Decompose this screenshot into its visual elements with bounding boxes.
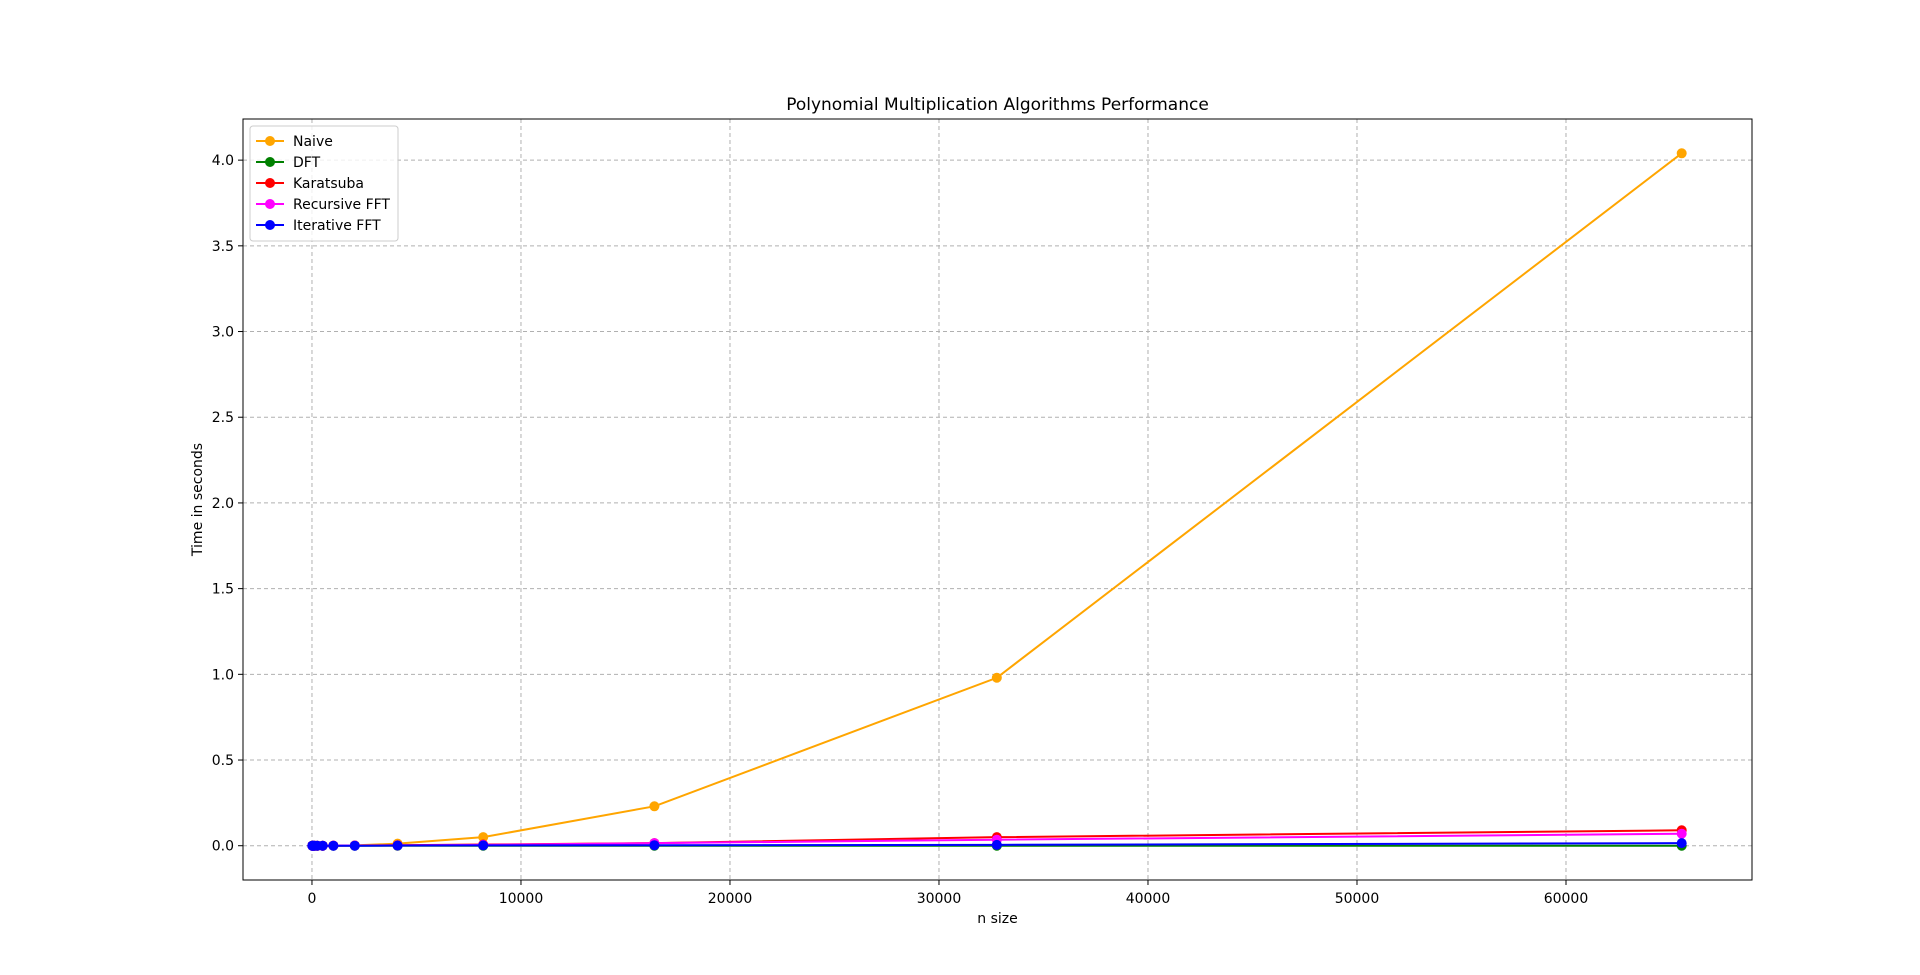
legend-marker-iterative-fft [265,220,275,230]
legend: Naive DFT Karatsuba Recursive FFT Iterative … [249,125,399,242]
legend-marker-recursive-fft [265,199,275,209]
data-point-iterative-fft [349,840,360,851]
data-point-naive [1676,148,1687,159]
x-tick-label: 30000 [917,891,962,907]
data-point-iterative-fft [1676,838,1687,849]
grid [243,119,1752,880]
y-tick-label: 3.5 [212,239,234,255]
x-axis-label: n size [977,911,1017,927]
y-tick-label: 3.0 [212,325,234,341]
y-tick-label: 2.5 [212,410,234,426]
legend-label-dft: DFT [293,155,321,171]
y-tick-label: 0.5 [212,753,234,769]
y-tick-label: 0.0 [212,839,234,855]
y-tick-label: 1.5 [212,582,234,598]
legend-marker-dft [265,157,275,167]
y-tick-label: 2.0 [212,496,234,512]
data-point-recursive-fft [1676,828,1687,839]
x-tick-label: 10000 [499,891,544,907]
legend-label-naive: Naive [293,134,333,150]
legend-marker-naive [265,136,275,146]
axis-ticks: 0 10000 20000 30000 40000 50000 60000 0.0 0.5 1.0… [212,153,1589,907]
x-tick-label: 50000 [1335,891,1380,907]
data-point-iterative-fft [317,840,328,851]
legend-box [249,125,399,242]
chart-title: Polynomial Multiplication Algorithms Per… [786,95,1209,115]
data-point-iterative-fft [392,840,403,851]
data-point-naive [649,801,660,812]
legend-marker-karatsuba [265,178,275,188]
data-point-iterative-fft [328,840,339,851]
legend-label-recursive-fft: Recursive FFT [293,197,390,213]
data-point-naive [478,832,489,843]
y-tick-label: 1.0 [212,667,234,683]
x-tick-label: 60000 [1544,891,1589,907]
data-point-iterative-fft [478,840,489,851]
x-tick-label: 40000 [1126,891,1171,907]
data-point-iterative-fft [649,840,660,851]
data-point-iterative-fft [991,839,1002,850]
series-lines [307,148,1687,851]
plot-frame [242,118,1753,881]
legend-label-iterative-fft: Iterative FFT [293,218,381,234]
y-tick-label: 4.0 [212,153,234,169]
x-tick-label: 20000 [708,891,753,907]
y-axis-label: Time in seconds [190,443,206,557]
x-tick-label: 0 [308,891,317,907]
data-point-naive [991,672,1002,683]
legend-label-karatsuba: Karatsuba [293,176,364,192]
